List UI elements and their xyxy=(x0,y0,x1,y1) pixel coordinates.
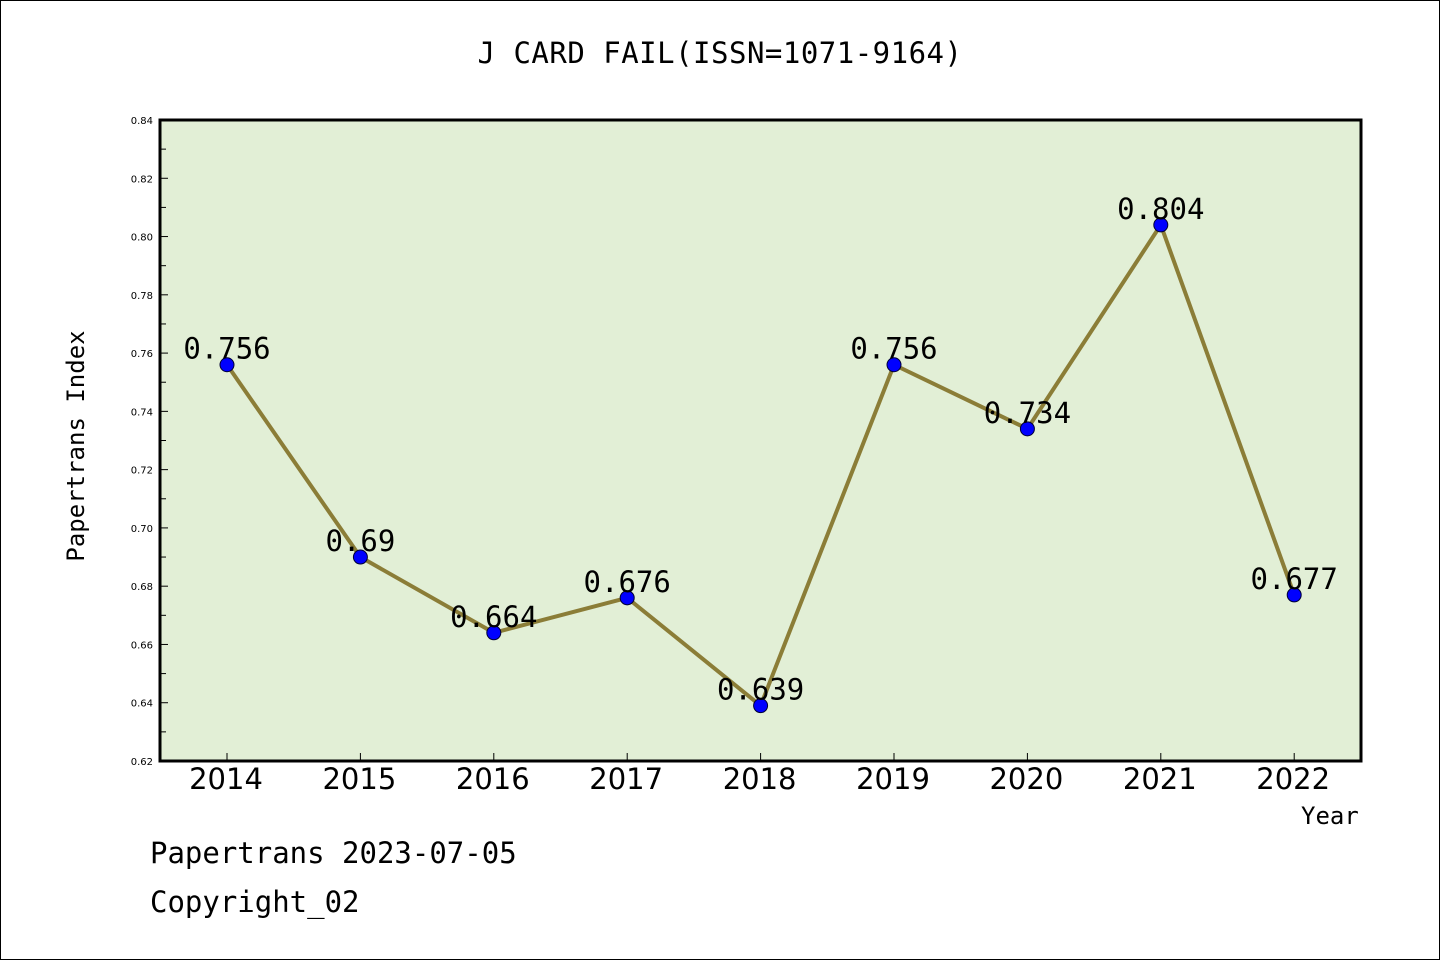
x-tick-label: 2021 xyxy=(1123,762,1197,796)
x-tick-label: 2019 xyxy=(856,762,930,796)
x-tick-label: 2020 xyxy=(989,762,1063,796)
x-tick-label: 2018 xyxy=(723,762,797,796)
y-tick-label: 0.76 xyxy=(131,349,153,360)
x-tick-label: 2015 xyxy=(322,762,396,796)
y-tick-label: 0.78 xyxy=(131,291,153,302)
data-point xyxy=(886,357,902,373)
y-tick-label: 0.80 xyxy=(131,233,153,244)
y-tick-label: 0.82 xyxy=(131,174,153,185)
data-point xyxy=(486,625,502,641)
y-tick-label: 0.64 xyxy=(131,699,153,710)
y-tick-label: 0.62 xyxy=(131,757,153,768)
chart-title: J CARD FAIL(ISSN=1071-9164) xyxy=(477,36,963,70)
data-label: 0.756 xyxy=(850,332,937,366)
y-tick-label: 0.66 xyxy=(131,640,153,651)
data-label: 0.664 xyxy=(450,600,537,634)
x-tick-label: 2017 xyxy=(589,762,663,796)
plot-border xyxy=(158,118,1363,763)
x-tick-label: 2022 xyxy=(1256,762,1330,796)
footer-date-text: Papertrans 2023-07-05 xyxy=(150,836,517,870)
data-point xyxy=(753,698,769,714)
x-axis-label: Year xyxy=(1301,802,1359,830)
data-label: 0.677 xyxy=(1251,562,1338,596)
y-tick-label: 0.68 xyxy=(131,582,153,593)
data-label: 0.639 xyxy=(717,673,804,707)
y-tick-label: 0.70 xyxy=(131,524,153,535)
x-tick-label: 2016 xyxy=(456,762,530,796)
x-tick-label: 2014 xyxy=(189,762,263,796)
data-label: 0.734 xyxy=(984,396,1071,430)
data-point xyxy=(352,549,368,565)
footer-copyright-text: Copyright_02 xyxy=(150,885,360,919)
y-tick-label: 0.84 xyxy=(131,116,153,127)
y-tick-label: 0.74 xyxy=(131,407,153,418)
data-label: 0.756 xyxy=(183,332,270,366)
data-point xyxy=(1019,421,1035,437)
data-point xyxy=(1286,587,1302,603)
data-label: 0.804 xyxy=(1117,192,1204,226)
data-label: 0.69 xyxy=(325,524,395,558)
data-point xyxy=(619,590,635,606)
data-point xyxy=(1153,217,1169,233)
data-label: 0.676 xyxy=(584,565,671,599)
data-point xyxy=(219,357,235,373)
y-tick-label: 0.72 xyxy=(131,466,153,477)
